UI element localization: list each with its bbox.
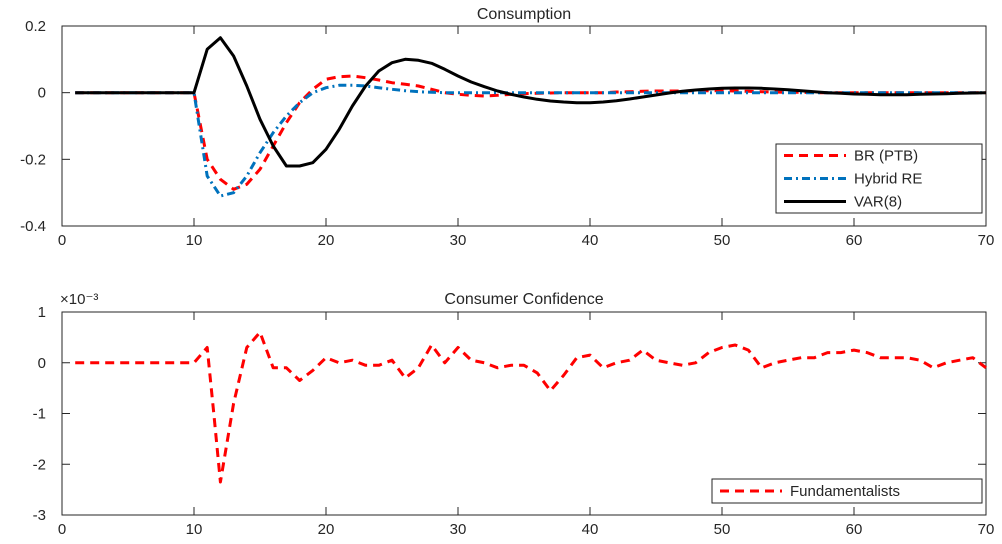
x-tick-label: 50 (714, 232, 731, 249)
legend-label: BR (PTB) (854, 148, 918, 165)
x-tick-label: 10 (186, 521, 203, 538)
legend-label: VAR(8) (854, 194, 902, 211)
y-tick-label: 0.2 (25, 18, 46, 35)
x-tick-label: 30 (450, 232, 467, 249)
x-tick-label: 50 (714, 521, 731, 538)
x-tick-label: 60 (846, 521, 863, 538)
y-tick-label: -3 (33, 507, 46, 524)
y-tick-label: -0.4 (20, 218, 46, 235)
y-tick-label: 0 (38, 355, 46, 372)
x-tick-label: 40 (582, 232, 599, 249)
x-tick-label: 0 (58, 521, 66, 538)
consumption-panel: Consumption 0 10 20 30 40 50 60 700.20-0.2-0.4 … (20, 6, 994, 249)
y-tick-label: -2 (33, 456, 46, 473)
consumption-title: Consumption (477, 6, 571, 23)
consumption-ticks: 0 10 20 30 40 50 60 70 0.2 0 -0.2 -0.4 (20, 18, 994, 249)
series-line-3 (75, 36, 987, 168)
x-tick-label: 40 (582, 521, 599, 538)
y-tick-label: 1 (38, 304, 46, 321)
x-tick-label: 20 (318, 521, 335, 538)
y-tick-label: 0 (38, 85, 46, 102)
x-tick-label: 70 (978, 521, 995, 538)
x-tick-label: 20 (318, 232, 335, 249)
legend-label: Hybrid RE (854, 171, 922, 188)
consumption-lines (75, 36, 987, 198)
x-tick-label: 10 (186, 232, 203, 249)
x-tick-label: 0 (58, 232, 66, 249)
x-tick-label: 70 (978, 232, 995, 249)
legend-label: Fundamentalists (790, 483, 900, 500)
consumption-legend: BR (PTB) Hybrid RE VAR(8) (775, 143, 983, 214)
y-tick-label: -1 (33, 406, 46, 423)
series-line-2 (75, 83, 986, 198)
confidence-legend: Fundamentalists (711, 478, 983, 504)
x-tick-label: 30 (450, 521, 467, 538)
y-tick-label: -0.2 (20, 151, 46, 168)
x-tick-label: 60 (846, 232, 863, 249)
consumer-confidence-panel: Consumer Confidence ×10⁻³ 0 10 20 30 40 50 60 7… (33, 291, 995, 538)
confidence-exponent-label: ×10⁻³ (60, 291, 98, 308)
confidence-title: Consumer Confidence (444, 291, 603, 308)
